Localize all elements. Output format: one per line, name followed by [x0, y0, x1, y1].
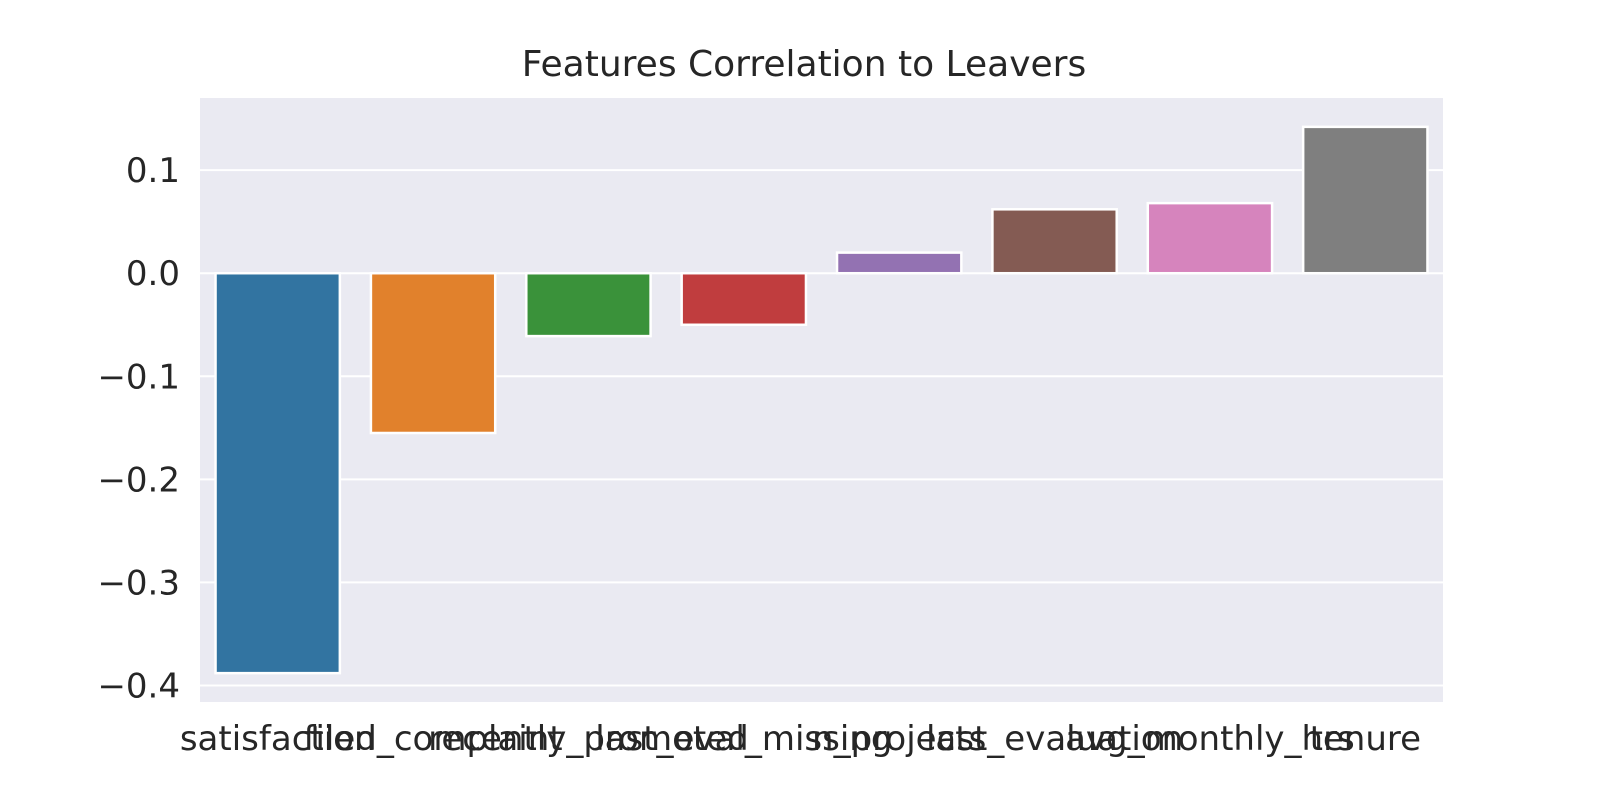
bar-n-projects [835, 251, 963, 275]
bar-satisfaction [214, 271, 342, 675]
y-tick-label: 0.0 [126, 254, 180, 294]
y-tick-label: −0.3 [97, 563, 180, 603]
y-tick-label: 0.1 [126, 151, 180, 191]
bars [214, 125, 1429, 675]
x-axis-ticks: satisfactionfiled_complaintrecently_prom… [180, 719, 1421, 759]
x-tick-label: satisfaction [180, 719, 376, 759]
x-tick-label: tenure [1310, 719, 1422, 759]
bar-last-evaluation [991, 208, 1118, 275]
y-axis-ticks: 0.1 0.0 −0.1 −0.2 −0.3 −0.4 [97, 151, 180, 706]
bar-filed-complaint [369, 271, 497, 435]
x-tick-label: recently_promoted [428, 719, 749, 759]
x-tick-label: filed_complaint [303, 719, 562, 759]
bar-avg-monthly-hrs [1146, 201, 1274, 275]
bar-recently-promoted [525, 271, 652, 338]
bar-last-eval-missing [680, 271, 808, 327]
y-tick-label: −0.2 [97, 460, 180, 500]
x-tick-label: last_eval_missing [595, 719, 892, 759]
y-tick-label: −0.1 [97, 357, 180, 397]
x-tick-label: last_evaluation [926, 719, 1183, 759]
y-tick-label: −0.4 [97, 667, 180, 707]
x-tick-label: avg_monthly_hrs [1065, 719, 1355, 759]
chart-title: Features Correlation to Leavers [522, 44, 1086, 85]
x-tick-label: n_projects [812, 719, 986, 759]
bar-tenure [1301, 125, 1429, 275]
